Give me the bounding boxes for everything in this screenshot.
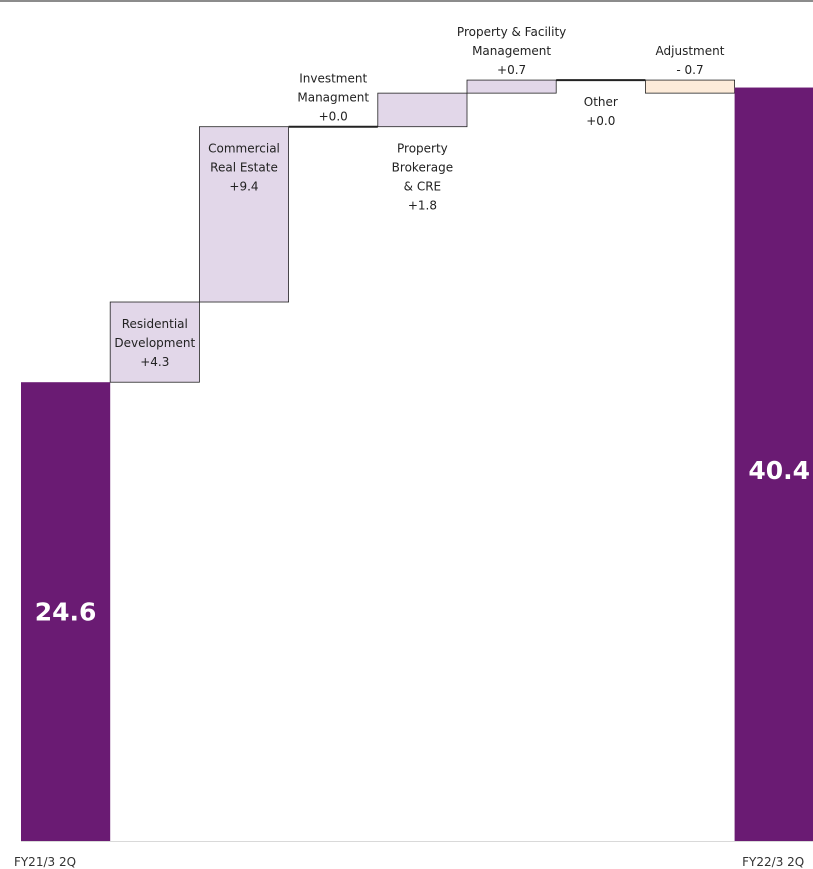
step-label-line: +9.4 — [229, 180, 258, 194]
step-label-line: Commercial — [208, 142, 280, 156]
step-label-line: Property — [397, 142, 448, 156]
step-label-line: Other — [584, 95, 618, 109]
step-label-line: Adjustment — [656, 44, 725, 58]
step-bar — [466, 79, 557, 94]
step-bar — [645, 79, 736, 94]
step-label-line: Development — [114, 336, 195, 350]
step-label-line: & CRE — [404, 180, 441, 194]
step-label-line: - 0.7 — [676, 63, 703, 77]
step-label-line: +0.0 — [586, 114, 615, 128]
end-category-label: FY22/3 2Q — [742, 855, 804, 869]
end-value-label: 40.4 — [748, 456, 810, 485]
step-bar — [377, 92, 468, 128]
step-label-line: Investment — [299, 72, 367, 86]
step-bar — [109, 301, 200, 383]
step-label-line: +1.8 — [408, 199, 437, 213]
end-total-bar — [734, 87, 813, 842]
step-label-line: Brokerage — [392, 161, 453, 175]
step-label-line: Management — [472, 44, 551, 58]
step-label-line: Property & Facility — [457, 25, 566, 39]
start-value-label: 24.6 — [35, 598, 97, 627]
step-label-line: +0.7 — [497, 63, 526, 77]
start-total-bar — [21, 382, 111, 841]
step-label-line: Managment — [297, 91, 369, 105]
step-label-line: +4.3 — [140, 355, 169, 369]
step-label-line: Real Estate — [210, 161, 278, 175]
top-rule — [0, 0, 813, 2]
step-label-line: Residential — [122, 317, 188, 331]
step-label-line: +0.0 — [319, 110, 348, 124]
step-bar — [198, 126, 289, 303]
start-category-label: FY21/3 2Q — [14, 855, 76, 869]
